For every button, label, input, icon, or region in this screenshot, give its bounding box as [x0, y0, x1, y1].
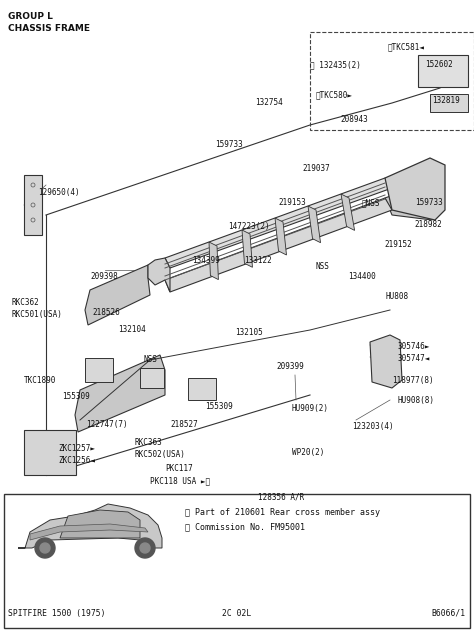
Text: 155309: 155309	[62, 392, 90, 401]
Bar	[430, 94, 468, 112]
Polygon shape	[209, 242, 219, 279]
Polygon shape	[165, 178, 392, 268]
Text: GROUP L: GROUP L	[8, 12, 53, 21]
Text: 159733: 159733	[415, 198, 443, 207]
Polygon shape	[165, 198, 392, 292]
Text: 219153: 219153	[278, 198, 306, 207]
Text: 219152: 219152	[384, 240, 412, 249]
Text: RKC362: RKC362	[12, 298, 40, 307]
Polygon shape	[308, 206, 320, 243]
Polygon shape	[148, 258, 170, 292]
Text: 132819: 132819	[432, 96, 460, 105]
Text: 159733: 159733	[215, 140, 243, 149]
Text: 305747◄: 305747◄	[398, 354, 430, 363]
Text: 219037: 219037	[302, 164, 330, 173]
Text: ① Part of 210601 Rear cross member assy: ① Part of 210601 Rear cross member assy	[185, 508, 380, 517]
Text: 129650(4): 129650(4)	[38, 188, 80, 197]
Text: 132104: 132104	[118, 325, 146, 334]
Polygon shape	[75, 355, 165, 432]
Text: CHASSIS FRAME: CHASSIS FRAME	[8, 24, 90, 33]
Text: ZKC1257►: ZKC1257►	[58, 444, 95, 453]
Bar	[85, 358, 113, 382]
Text: SPITFIRE 1500 (1975): SPITFIRE 1500 (1975)	[8, 609, 106, 618]
Text: 132105: 132105	[235, 328, 263, 337]
Text: B6066/1: B6066/1	[432, 609, 466, 618]
Text: TKC1890: TKC1890	[24, 376, 56, 385]
Polygon shape	[341, 194, 355, 231]
Text: 218982: 218982	[414, 220, 442, 229]
Text: 208943: 208943	[340, 115, 368, 124]
Bar	[24, 175, 42, 235]
Text: HU908(8): HU908(8)	[398, 396, 435, 405]
Bar	[140, 368, 164, 388]
Text: NSS: NSS	[144, 355, 158, 364]
Bar	[188, 378, 216, 400]
Text: 133122: 133122	[244, 256, 272, 265]
Polygon shape	[85, 265, 150, 325]
Text: 218527: 218527	[170, 420, 198, 429]
Bar	[24, 430, 76, 475]
Text: PKC117: PKC117	[165, 464, 193, 473]
Text: 118977(8): 118977(8)	[392, 376, 434, 385]
Text: 128356 A/R: 128356 A/R	[258, 492, 304, 501]
Text: 209398: 209398	[90, 272, 118, 281]
Text: 218526: 218526	[92, 308, 120, 317]
Text: 2C 02L: 2C 02L	[222, 609, 252, 618]
Bar	[4, 494, 470, 628]
Polygon shape	[385, 158, 445, 220]
Bar	[418, 55, 468, 87]
Polygon shape	[370, 335, 402, 388]
Circle shape	[140, 543, 150, 553]
Text: ①TKC580►: ①TKC580►	[316, 90, 353, 99]
Text: ② Commission No. FM95001: ② Commission No. FM95001	[185, 522, 305, 531]
Text: ①NSS: ①NSS	[362, 198, 381, 207]
Text: PKC118 USA ►②: PKC118 USA ►②	[150, 476, 210, 485]
Text: RKC363: RKC363	[135, 438, 163, 447]
Polygon shape	[275, 218, 286, 255]
Text: 305746►: 305746►	[398, 342, 430, 351]
Text: ①TKC581◄: ①TKC581◄	[388, 42, 425, 51]
Text: WP20(2): WP20(2)	[292, 448, 324, 457]
Text: 123203(4): 123203(4)	[352, 422, 393, 431]
Text: 122747(7): 122747(7)	[86, 420, 128, 429]
Text: RKC502(USA): RKC502(USA)	[135, 450, 186, 459]
Polygon shape	[242, 230, 253, 267]
Text: 209399: 209399	[276, 362, 304, 371]
Polygon shape	[30, 524, 148, 540]
Text: 155309: 155309	[205, 402, 233, 411]
Polygon shape	[18, 504, 162, 548]
Circle shape	[40, 543, 50, 553]
Text: HU808: HU808	[386, 292, 409, 301]
Polygon shape	[60, 510, 140, 538]
Text: 152602: 152602	[425, 60, 453, 69]
Text: RKC501(USA): RKC501(USA)	[12, 310, 63, 319]
Text: 134399: 134399	[192, 256, 220, 265]
Polygon shape	[385, 185, 435, 220]
Text: ① 132435(2): ① 132435(2)	[310, 60, 361, 69]
Circle shape	[135, 538, 155, 558]
Bar	[310, 32, 474, 130]
Circle shape	[35, 538, 55, 558]
Text: 147223(2): 147223(2)	[228, 222, 270, 231]
Text: ZKC1256◄: ZKC1256◄	[58, 456, 95, 465]
Text: 132754: 132754	[255, 98, 283, 107]
Text: NSS: NSS	[316, 262, 330, 271]
Text: 134400: 134400	[348, 272, 376, 281]
Text: HU909(2): HU909(2)	[292, 404, 329, 413]
